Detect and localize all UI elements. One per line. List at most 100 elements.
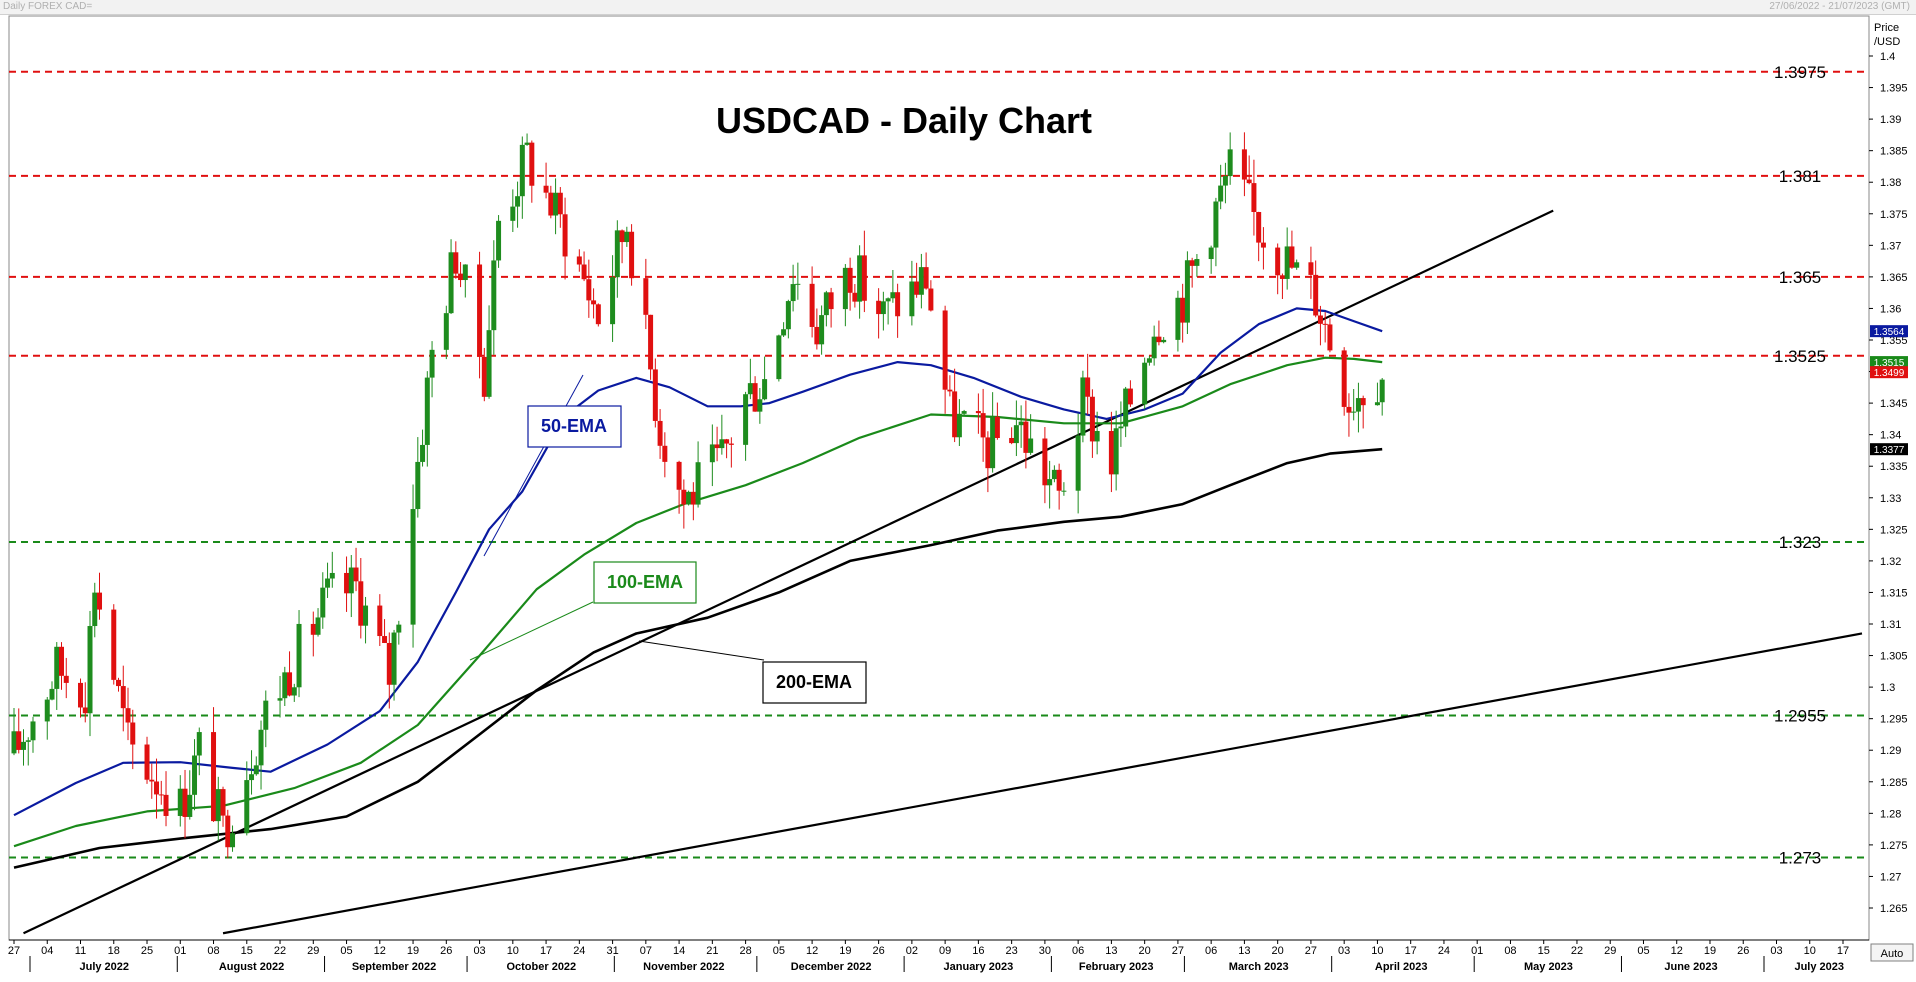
x-tick-label-8: 22 bbox=[274, 945, 286, 957]
candle bbox=[462, 264, 468, 298]
auto-scale-button-bg[interactable] bbox=[1870, 943, 1914, 962]
candle-body bbox=[1260, 242, 1266, 248]
candle bbox=[382, 619, 388, 644]
x-tick-label-21: 21 bbox=[706, 945, 718, 957]
month-label-7: February 2023 bbox=[1079, 961, 1154, 973]
x-tick-label-5: 01 bbox=[174, 945, 186, 957]
ema50-callout: 50-EMA bbox=[483, 374, 622, 557]
x-tick-label-28: 09 bbox=[939, 945, 951, 957]
x-tick-label-1: 04 bbox=[41, 945, 53, 957]
candle bbox=[562, 197, 568, 280]
candle-body bbox=[695, 462, 701, 505]
candle-body bbox=[16, 731, 22, 750]
candle bbox=[258, 720, 264, 790]
candle bbox=[885, 297, 891, 325]
candlesticks bbox=[11, 132, 1385, 859]
candle-body bbox=[1256, 211, 1262, 243]
candle-body bbox=[97, 592, 103, 610]
level-label-1: 1.381 bbox=[1779, 167, 1822, 186]
candle-body bbox=[144, 744, 150, 780]
candle bbox=[149, 763, 155, 799]
candle bbox=[63, 657, 69, 699]
candle-body bbox=[686, 491, 692, 505]
y-tick-label-13: 1.335 bbox=[1880, 461, 1908, 473]
candle-body bbox=[1080, 377, 1086, 436]
candle bbox=[1108, 411, 1114, 493]
candle-body bbox=[386, 642, 392, 685]
candle-body bbox=[553, 192, 559, 216]
candle bbox=[819, 305, 825, 355]
candle-body bbox=[1013, 425, 1019, 444]
candle-body bbox=[49, 688, 55, 700]
candle bbox=[377, 594, 383, 646]
candle-body bbox=[885, 298, 891, 302]
candle bbox=[990, 392, 996, 473]
x-tick-label-34: 20 bbox=[1139, 945, 1151, 957]
candle bbox=[477, 251, 483, 379]
candle bbox=[1322, 312, 1328, 343]
candle-body bbox=[125, 708, 131, 723]
candle bbox=[1184, 251, 1190, 335]
candle bbox=[30, 716, 36, 753]
candle bbox=[595, 303, 601, 327]
candle bbox=[1151, 325, 1157, 366]
candle bbox=[348, 555, 354, 618]
candle bbox=[92, 582, 98, 638]
candle-body bbox=[952, 391, 958, 438]
price-axis: Price /USD 1.4 1.395 1.39 1.385 1.38 1.375 1.3… bbox=[1869, 22, 1908, 915]
candle-body bbox=[1108, 431, 1114, 475]
candle-body bbox=[429, 349, 435, 378]
y-tick-label-8: 1.36 bbox=[1880, 303, 1901, 315]
candle bbox=[724, 438, 730, 459]
candle bbox=[177, 775, 183, 827]
candle-body bbox=[1317, 315, 1323, 324]
candle-body bbox=[320, 587, 326, 618]
price-tag-3: 1.3377 bbox=[1874, 445, 1905, 456]
x-tick-label-30: 23 bbox=[1006, 945, 1018, 957]
y-tick-label-9: 1.355 bbox=[1880, 335, 1908, 347]
candle bbox=[709, 424, 715, 487]
y-tick-label-6: 1.37 bbox=[1880, 240, 1901, 252]
candle-body bbox=[410, 509, 416, 625]
candle-body bbox=[187, 794, 193, 817]
candle-body bbox=[591, 300, 597, 305]
y-tick-label-5: 1.375 bbox=[1880, 209, 1908, 221]
candle-body bbox=[576, 256, 582, 265]
x-tick-label-31: 30 bbox=[1039, 945, 1051, 957]
candle bbox=[353, 547, 359, 592]
candle bbox=[648, 314, 654, 380]
candle-body bbox=[1061, 490, 1067, 492]
candle bbox=[662, 432, 668, 478]
x-tick-label-15: 10 bbox=[507, 945, 519, 957]
candle-body bbox=[491, 260, 497, 331]
level-label-3: 1.3525 bbox=[1774, 347, 1826, 366]
month-label-6: January 2023 bbox=[944, 961, 1014, 973]
candle-body bbox=[994, 416, 1000, 438]
candle-body bbox=[481, 356, 487, 397]
month-label-0: July 2022 bbox=[79, 961, 129, 973]
candle-body bbox=[358, 581, 364, 626]
candle bbox=[21, 729, 27, 766]
auto-scale-button[interactable]: Auto bbox=[1870, 943, 1914, 962]
candle-body bbox=[1146, 358, 1152, 363]
candle bbox=[1113, 410, 1119, 491]
ema200-callout-text: 200-EMA bbox=[776, 672, 852, 692]
candle bbox=[714, 426, 720, 462]
candle bbox=[652, 358, 658, 428]
candle-body bbox=[928, 288, 934, 311]
candle bbox=[458, 262, 464, 288]
candle bbox=[410, 484, 416, 648]
candle-body bbox=[462, 264, 468, 281]
candle bbox=[44, 696, 50, 740]
x-tick-label-54: 10 bbox=[1804, 945, 1816, 957]
candle bbox=[823, 290, 829, 327]
candle-body bbox=[177, 788, 183, 816]
x-tick-label-50: 12 bbox=[1671, 945, 1683, 957]
candle bbox=[914, 262, 920, 298]
auto-scale-button-label[interactable]: Auto bbox=[1881, 948, 1904, 960]
candle bbox=[581, 251, 587, 282]
candle-body bbox=[1156, 336, 1162, 343]
candle bbox=[344, 556, 350, 612]
candle bbox=[1355, 382, 1361, 433]
